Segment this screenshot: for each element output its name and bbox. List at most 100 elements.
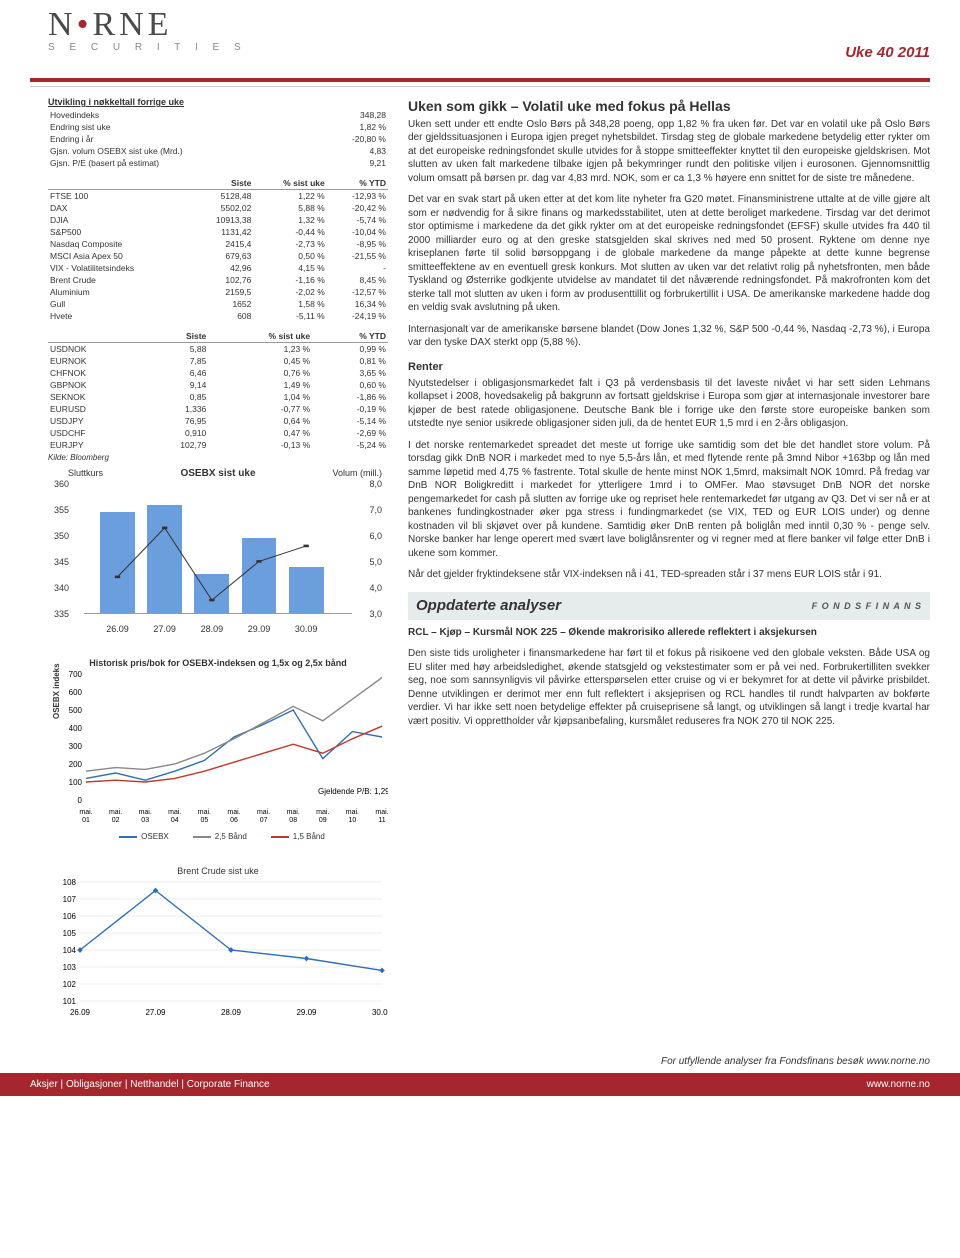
table-cell: 1652	[190, 298, 254, 310]
table-cell: CHFNOK	[48, 367, 140, 379]
table-cell: 1,04 %	[208, 391, 312, 403]
y-axis-tick: 4,0	[369, 583, 382, 593]
table-cell: Hvete	[48, 310, 190, 322]
svg-text:700: 700	[69, 670, 83, 679]
table-cell: -2,73 %	[253, 238, 326, 250]
table-cell: 4,83	[314, 145, 388, 157]
table-cell: SEKNOK	[48, 391, 140, 403]
table-cell: 76,95	[140, 415, 208, 427]
svg-text:300: 300	[69, 742, 83, 751]
table-cell: DJIA	[48, 214, 190, 226]
svg-text:26.09: 26.09	[70, 1008, 91, 1017]
brent-chart: Brent Crude sist uke 1011021031041051061…	[48, 862, 388, 1032]
article-p6: Når det gjelder fryktindeksene står VIX-…	[408, 568, 930, 582]
svg-text:103: 103	[63, 963, 77, 972]
table-cell: -12,93 %	[327, 190, 388, 203]
table-cell: -0,19 %	[312, 403, 388, 415]
table-cell: Brent Crude	[48, 274, 190, 286]
table-cell: EURUSD	[48, 403, 140, 415]
table-cell: -2,69 %	[312, 427, 388, 439]
y-axis-tick: 335	[54, 609, 69, 619]
table-header: % sist uke	[208, 330, 312, 343]
table-cell: 1131,42	[190, 226, 254, 238]
table-cell: Endring i år	[48, 133, 314, 145]
article-p1: Uken sett under ett endte Oslo Børs på 3…	[408, 118, 930, 186]
legend-item: 1,5 Bånd	[263, 832, 325, 841]
svg-text:mai.05: mai.05	[198, 809, 211, 824]
y-axis-tick: 5,0	[369, 557, 382, 567]
table-cell: Gull	[48, 298, 190, 310]
header-divider	[30, 86, 930, 87]
table-cell: 1,23 %	[208, 343, 312, 356]
table-cell: 679,63	[190, 250, 254, 262]
svg-text:400: 400	[69, 724, 83, 733]
svg-text:mai.01: mai.01	[79, 809, 92, 824]
fx-table: Siste% sist uke% YTDUSDNOK5,881,23 %0,99…	[48, 330, 388, 451]
table-cell: Aluminium	[48, 286, 190, 298]
svg-text:108: 108	[63, 878, 77, 887]
brent-chart-title: Brent Crude sist uke	[48, 862, 388, 876]
article-p5: I det norske rentemarkedet spreadet det …	[408, 439, 930, 561]
pb-chart-title: Historisk pris/bok for OSEBX-indeksen og…	[48, 654, 388, 668]
table-cell: 0,50 %	[253, 250, 326, 262]
table-header: % sist uke	[253, 177, 326, 190]
footer-right: www.norne.no	[867, 1079, 930, 1090]
table-cell: -8,95 %	[327, 238, 388, 250]
x-axis-tick: 28.09	[201, 624, 224, 634]
indices-table: Siste% sist uke% YTDFTSE 1005128,481,22 …	[48, 177, 388, 322]
rcl-heading: RCL – Kjøp – Kursmål NOK 225 – Økende ma…	[408, 626, 930, 640]
svg-text:mai.06: mai.06	[227, 809, 240, 824]
table-cell: USDCHF	[48, 427, 140, 439]
table-cell: 16,34 %	[327, 298, 388, 310]
table-cell: MSCI Asia Apex 50	[48, 250, 190, 262]
table-cell: -12,57 %	[327, 286, 388, 298]
article-h1: Uken som gikk – Volatil uke med fokus på…	[408, 97, 930, 116]
table-cell: -5,24 %	[312, 439, 388, 451]
table-cell: EURNOK	[48, 355, 140, 367]
table-header: % YTD	[312, 330, 388, 343]
table-cell: 0,76 %	[208, 367, 312, 379]
table-cell: -	[327, 262, 388, 274]
x-axis-tick: 29.09	[248, 624, 271, 634]
svg-text:102: 102	[63, 980, 77, 989]
svg-text:mai.11: mai.11	[375, 809, 388, 824]
x-axis-tick: 30.09	[295, 624, 318, 634]
article-p3: Internasjonalt var de amerikanske børsen…	[408, 323, 930, 350]
svg-text:mai.10: mai.10	[346, 809, 359, 824]
table-cell: 5,88	[140, 343, 208, 356]
content: Utvikling i nøkkeltall forrige uke Hoved…	[0, 97, 960, 1042]
table-cell: USDNOK	[48, 343, 140, 356]
svg-text:mai.03: mai.03	[139, 809, 152, 824]
table-cell: DAX	[48, 202, 190, 214]
svg-text:101: 101	[63, 997, 77, 1006]
section-bar-analyser: Oppdaterte analyser F O N D S F I N A N …	[408, 592, 930, 620]
table-cell: -1,86 %	[312, 391, 388, 403]
table-cell: -0,13 %	[208, 439, 312, 451]
table-cell: 1,49 %	[208, 379, 312, 391]
table-cell: -21,55 %	[327, 250, 388, 262]
svg-text:104: 104	[63, 946, 77, 955]
table-cell: 42,96	[190, 262, 254, 274]
brand-logo: N•RNE S E C U R I T I E S	[48, 6, 247, 53]
svg-text:Gjeldende P/B: 1,29: Gjeldende P/B: 1,29	[318, 787, 388, 796]
table-cell: -10,04 %	[327, 226, 388, 238]
legend-item: 2,5 Bånd	[185, 832, 247, 841]
svg-text:500: 500	[69, 706, 83, 715]
table-cell: FTSE 100	[48, 190, 190, 203]
table-source: Kilde: Bloomberg	[48, 453, 388, 462]
y-axis-tick: 6,0	[369, 531, 382, 541]
table-header: Siste	[140, 330, 208, 343]
y-axis-tick: 355	[54, 505, 69, 515]
right-column: Uken som gikk – Volatil uke med fokus på…	[408, 97, 930, 1032]
pb-chart-ylabel: OSEBX indeks	[52, 663, 61, 719]
table-cell: 102,79	[140, 439, 208, 451]
svg-text:0: 0	[78, 796, 83, 805]
svg-text:106: 106	[63, 912, 77, 921]
table-cell: EURJPY	[48, 439, 140, 451]
table-cell: 0,64 %	[208, 415, 312, 427]
y-axis-tick: 340	[54, 583, 69, 593]
table-cell: Endring sist uke	[48, 121, 314, 133]
brent-chart-svg: 10110210310410510610710826.0927.0928.092…	[48, 876, 388, 1021]
table-cell: Nasdaq Composite	[48, 238, 190, 250]
brand-name: N•RNE	[48, 6, 247, 44]
